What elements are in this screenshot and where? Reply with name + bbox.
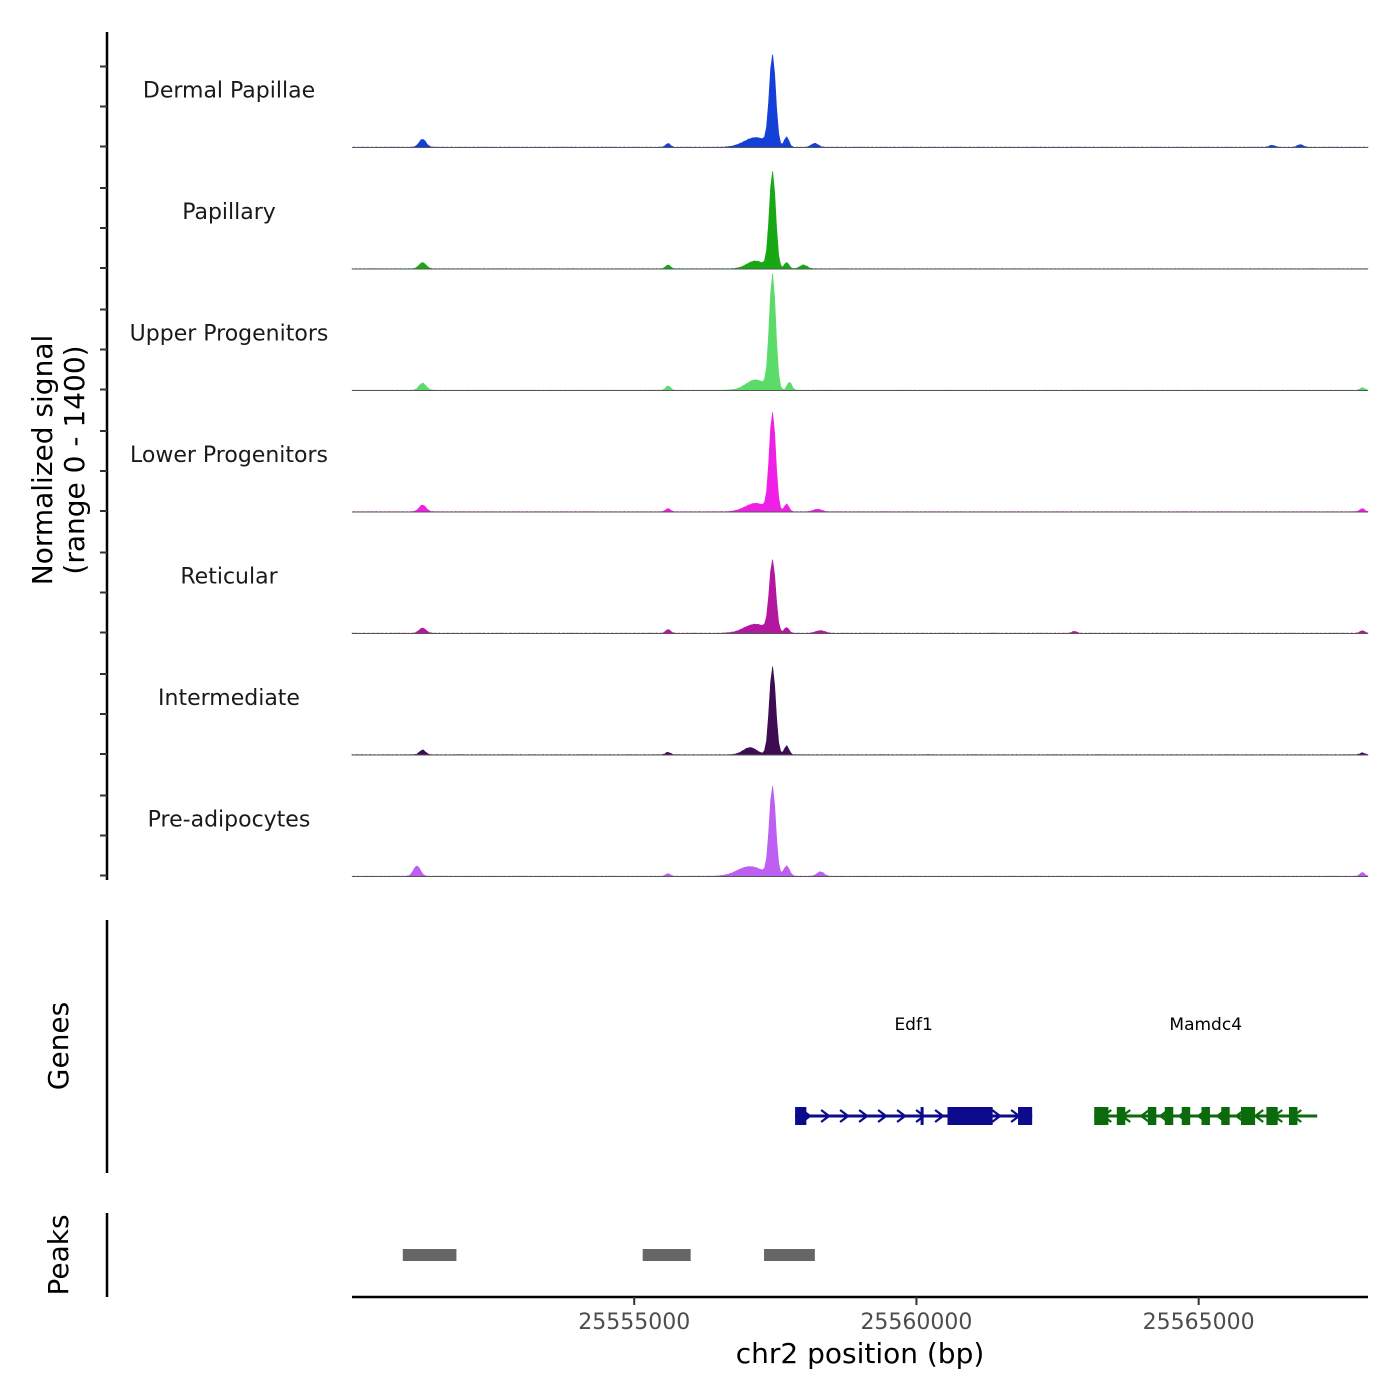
gene-exon bbox=[1241, 1107, 1256, 1125]
x-axis-ticks: 25555000 25560000 25565000 bbox=[578, 1297, 1255, 1335]
track-label: Reticular bbox=[180, 565, 278, 590]
gene-exon bbox=[1094, 1107, 1109, 1125]
gene-exon bbox=[1181, 1107, 1191, 1125]
coverage-track: Pre-adipocytes bbox=[148, 785, 1369, 877]
strand-arrow bbox=[877, 1109, 888, 1123]
track-label: Pre-adipocytes bbox=[148, 808, 311, 833]
gene-exon bbox=[1221, 1107, 1230, 1125]
gene-exon bbox=[1116, 1107, 1126, 1125]
coverage-track: Lower Progenitors bbox=[130, 412, 1369, 513]
track-label: Lower Progenitors bbox=[130, 443, 328, 468]
signal-axis-title-line2: (range 0 - 1400) bbox=[58, 345, 91, 574]
coverage-track: Dermal Papillae bbox=[143, 54, 1369, 148]
gene-exon bbox=[947, 1107, 993, 1125]
gene-model: Mamdc4 bbox=[1094, 1015, 1318, 1125]
x-tick-label: 25560000 bbox=[860, 1310, 972, 1335]
coverage-track: Intermediate bbox=[158, 666, 1369, 756]
strand-arrow bbox=[1139, 1109, 1150, 1123]
gene-exon bbox=[1201, 1107, 1210, 1125]
strand-arrow bbox=[820, 1109, 831, 1123]
track-label: Papillary bbox=[182, 200, 276, 225]
signal-y-axis bbox=[100, 32, 109, 880]
strand-arrow bbox=[858, 1109, 869, 1123]
strand-arrow bbox=[915, 1109, 926, 1123]
strand-arrow bbox=[839, 1109, 850, 1123]
x-axis-title: chr2 position (bp) bbox=[736, 1337, 985, 1370]
gene-label: Edf1 bbox=[894, 1015, 932, 1035]
gene-exon bbox=[1288, 1107, 1298, 1125]
gene-exon bbox=[1266, 1107, 1278, 1125]
signal-tracks: Dermal Papillae Papillary Upper Progenitor… bbox=[130, 54, 1369, 877]
coverage-area bbox=[351, 666, 1369, 756]
track-label: Upper Progenitors bbox=[130, 322, 329, 347]
gene-label: Mamdc4 bbox=[1169, 1015, 1242, 1035]
strand-arrow bbox=[934, 1109, 945, 1123]
gene-annotations: Edf1 Mamdc4 bbox=[795, 1015, 1318, 1125]
gene-model: Edf1 bbox=[795, 1015, 1033, 1125]
coverage-area bbox=[351, 54, 1369, 148]
coverage-area bbox=[351, 273, 1369, 391]
peak-region bbox=[764, 1249, 815, 1261]
genes-panel-title: Genes bbox=[42, 1002, 75, 1090]
coverage-track: Papillary bbox=[182, 171, 1369, 270]
coverage-track: Upper Progenitors bbox=[130, 273, 1369, 391]
coverage-track: Reticular bbox=[180, 559, 1369, 634]
strand-arrow bbox=[1253, 1109, 1264, 1123]
peaks-panel-title: Peaks bbox=[42, 1214, 75, 1295]
coverage-area bbox=[351, 171, 1369, 270]
peak-region bbox=[642, 1249, 691, 1261]
peak-region bbox=[402, 1249, 457, 1261]
coverage-area bbox=[351, 785, 1369, 877]
x-tick-label: 25555000 bbox=[578, 1310, 690, 1335]
strand-arrow bbox=[991, 1109, 1002, 1123]
signal-axis-title-line1: Normalized signal bbox=[26, 335, 59, 586]
gene-exon bbox=[1164, 1107, 1174, 1125]
strand-arrow bbox=[896, 1109, 907, 1123]
track-label: Dermal Papillae bbox=[143, 79, 315, 104]
x-tick-label: 25565000 bbox=[1143, 1310, 1255, 1335]
gene-exon bbox=[1018, 1107, 1033, 1125]
peak-regions bbox=[402, 1249, 815, 1261]
gene-exon bbox=[795, 1107, 807, 1125]
coverage-area bbox=[351, 412, 1369, 513]
coverage-area bbox=[351, 559, 1369, 634]
track-label: Intermediate bbox=[158, 686, 300, 711]
gene-exon bbox=[1147, 1107, 1157, 1125]
